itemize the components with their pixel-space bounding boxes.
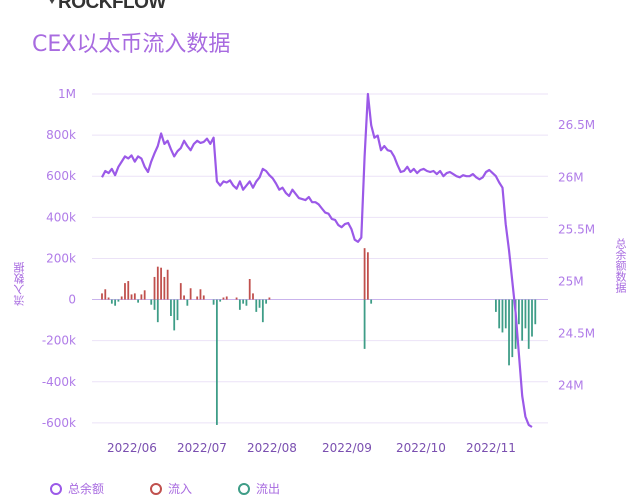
x-tick-label: 2022/09 (322, 441, 372, 455)
outflow-bar (110, 299, 113, 304)
x-tick-label: 2022/10 (396, 441, 446, 455)
inflow-bar (199, 289, 202, 300)
inflow-bar (183, 295, 185, 300)
inflow-bar (225, 296, 228, 300)
y-right-tick-label: 25M (558, 274, 584, 288)
outflow-bar (219, 299, 222, 302)
outflow-bar (504, 299, 507, 329)
inflow-bar (156, 266, 159, 300)
x-tick-label: 2022/08 (247, 441, 297, 455)
inflow-bar (189, 288, 192, 300)
y-left-tick-label: 600k (46, 169, 76, 183)
outflow-bar (170, 299, 172, 316)
outflow-bar (156, 299, 159, 323)
inflow-bar (124, 283, 126, 300)
inflow-bar (107, 297, 110, 300)
inflow-bar (120, 296, 123, 300)
outflow-bar (261, 299, 264, 323)
outflow-bar (242, 299, 245, 304)
inflow-bar (179, 283, 182, 300)
y-left-tick-label: 0 (68, 293, 76, 307)
y-left-tick-label: -600k (42, 416, 76, 430)
y-right-tick-label: 26M (558, 170, 584, 184)
inflow-bar (143, 290, 146, 300)
inflow-bar (140, 294, 143, 300)
outflow-bar (527, 299, 530, 349)
balance-line (101, 92, 533, 428)
outflow-bar (238, 299, 241, 310)
outflow-bar (370, 299, 373, 304)
outflow-bar (255, 299, 258, 312)
outflow-bar (245, 299, 248, 306)
outflow-bar (212, 299, 215, 305)
outflow-bar (114, 299, 117, 306)
y-right-tick-label: 24M (558, 378, 584, 392)
brand-logo: ROCKFLOW (58, 0, 166, 13)
y-right-tick-label: 25.5M (558, 222, 595, 236)
inflow-bar (252, 293, 254, 300)
outflow-bar (494, 299, 497, 312)
inflow-bar (196, 296, 199, 300)
y-left-tick-label: 800k (46, 128, 76, 142)
chart-title: CEX以太币流入数据 (32, 32, 231, 57)
inflow-bar (235, 297, 238, 300)
outflow-bar (137, 299, 140, 303)
y-left-tick-label: -400k (42, 375, 76, 389)
x-tick-label: 2022/07 (177, 441, 227, 455)
outflow-bar (508, 299, 510, 366)
inflow-bar (101, 293, 103, 300)
outflow-bar (498, 299, 501, 329)
inflow-bar (153, 276, 156, 300)
inflow-bar (104, 289, 107, 300)
outflow-bar (511, 299, 514, 358)
y-axis-right-label: 总余额数据 (614, 238, 627, 293)
inflow-bar (366, 252, 369, 300)
outflow-bar (521, 299, 524, 341)
outflow-bar (215, 299, 218, 425)
inflow-bar (160, 267, 162, 300)
outflow-bar (176, 299, 179, 321)
inflow-bar (130, 294, 133, 300)
outflow-bar (150, 299, 153, 305)
outflow-bar (534, 299, 537, 325)
outflow-bar (531, 299, 533, 337)
brand-mark (49, 0, 55, 4)
inflow-bar (133, 293, 136, 300)
x-tick-label: 2022/11 (466, 441, 516, 455)
y-left-tick-label: -200k (42, 334, 76, 348)
inflow-bar (222, 297, 225, 300)
outflow-bar (517, 299, 520, 325)
x-tick-label: 2022/06 (107, 441, 157, 455)
outflow-bar (117, 299, 120, 302)
inflow-bar (268, 297, 271, 300)
outflow-bar (173, 299, 176, 331)
outflow-bar (258, 299, 261, 308)
outflow-bar (265, 299, 268, 304)
outflow-bar (363, 299, 366, 349)
outflow-bar (501, 299, 504, 333)
inflow-bar (166, 269, 169, 300)
y-left-tick-label: 1M (58, 87, 76, 101)
inflow-bar (248, 279, 251, 300)
outflow-bar (153, 299, 156, 310)
inflow-bar (127, 281, 130, 300)
y-right-tick-label: 26.5M (558, 118, 595, 132)
outflow-bar (524, 299, 527, 329)
outflow-bar (186, 299, 189, 306)
y-left-tick-label: 400k (46, 210, 76, 224)
inflow-bar (163, 276, 166, 300)
y-right-tick-label: 24.5M (558, 326, 595, 340)
inflow-bar (202, 295, 205, 300)
y-left-tick-label: 200k (46, 251, 76, 265)
inflow-bar (363, 248, 366, 300)
